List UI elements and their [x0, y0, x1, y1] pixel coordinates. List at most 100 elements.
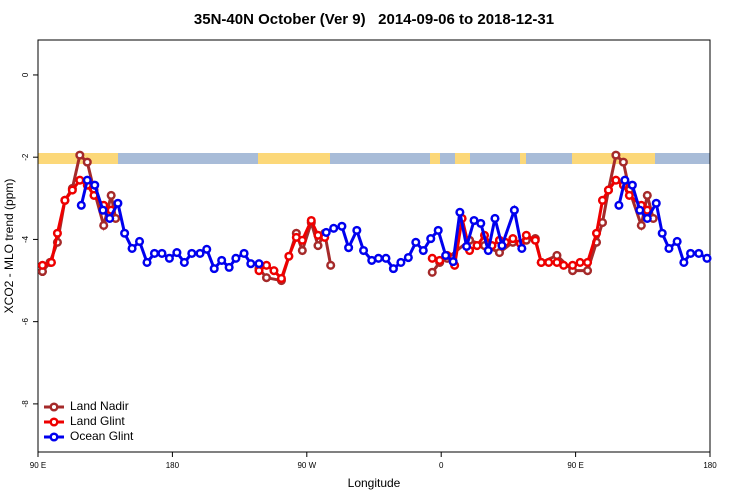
- x-tick-label: 90 E: [567, 461, 583, 470]
- point: [642, 213, 652, 224]
- point: [209, 264, 219, 274]
- point: [276, 273, 286, 284]
- point: [297, 235, 307, 245]
- point: [98, 205, 108, 215]
- y-tick-label: -6: [21, 318, 30, 326]
- point: [321, 227, 331, 237]
- point: [105, 213, 115, 224]
- point: [508, 234, 518, 244]
- point: [149, 248, 160, 258]
- chart-title: 35N-40N October (Ver 9) 2014-09-06 to 20…: [194, 11, 554, 28]
- y-tick-label: 0: [21, 72, 30, 77]
- point: [381, 253, 391, 263]
- point: [426, 234, 436, 244]
- point: [157, 248, 167, 258]
- point: [672, 236, 682, 247]
- point: [82, 157, 92, 167]
- point: [435, 255, 445, 265]
- point: [611, 175, 621, 185]
- legend-marker: [49, 417, 59, 427]
- point: [403, 252, 413, 263]
- x-tick-label: 90 W: [297, 461, 316, 470]
- point: [254, 259, 264, 269]
- point: [618, 157, 628, 167]
- point: [591, 228, 602, 238]
- point: [217, 255, 227, 265]
- point: [75, 175, 85, 185]
- point: [46, 257, 56, 267]
- point: [120, 228, 130, 238]
- point: [476, 218, 486, 228]
- point: [568, 260, 578, 270]
- point: [441, 250, 451, 261]
- point: [254, 266, 264, 276]
- point: [624, 190, 634, 200]
- point: [509, 205, 519, 215]
- point: [297, 245, 307, 256]
- point: [195, 248, 205, 258]
- point: [82, 175, 92, 185]
- point: [603, 185, 614, 195]
- point: [517, 243, 527, 254]
- point: [172, 248, 182, 258]
- x-tick-label: 180: [703, 461, 717, 470]
- y-axis-label: XCO2 - MLO trend (ppm): [2, 179, 16, 314]
- point: [679, 257, 689, 267]
- point: [142, 257, 152, 267]
- point: [636, 220, 646, 230]
- point: [521, 230, 531, 240]
- point: [187, 248, 197, 258]
- point: [358, 245, 369, 256]
- point: [313, 241, 323, 251]
- point: [497, 241, 507, 251]
- point: [433, 225, 443, 235]
- point: [329, 223, 339, 233]
- point: [306, 215, 316, 226]
- point: [52, 228, 62, 238]
- point: [75, 150, 85, 160]
- point: [239, 248, 249, 258]
- x-tick-label: 90 E: [30, 461, 46, 470]
- point: [462, 241, 472, 251]
- x-tick-label: 180: [166, 461, 180, 470]
- point: [455, 207, 465, 217]
- point: [344, 243, 354, 253]
- point: [269, 266, 279, 276]
- x-axis-label: Longitude: [348, 476, 401, 490]
- point: [490, 213, 500, 224]
- point: [664, 243, 674, 254]
- point: [99, 220, 109, 230]
- legend-label: Land Glint: [70, 414, 125, 428]
- point: [352, 225, 362, 235]
- point: [582, 266, 593, 276]
- x-tick-label: 0: [439, 461, 444, 470]
- point: [37, 260, 48, 270]
- point: [552, 250, 562, 261]
- point: [261, 273, 272, 283]
- point: [611, 150, 621, 160]
- point: [90, 180, 100, 190]
- point: [614, 200, 624, 210]
- point: [179, 257, 189, 267]
- point: [418, 245, 428, 256]
- y-tick-label: -8: [21, 400, 30, 408]
- land-ocean-band: [38, 153, 710, 164]
- point: [202, 244, 212, 254]
- point: [559, 260, 569, 270]
- legend-marker: [49, 402, 59, 412]
- legend-label: Ocean Glint: [70, 429, 134, 443]
- point: [427, 267, 437, 277]
- point: [127, 243, 137, 254]
- point: [597, 195, 608, 205]
- point: [657, 228, 667, 238]
- point: [686, 248, 696, 258]
- point: [261, 260, 272, 270]
- point: [544, 257, 554, 267]
- point: [224, 262, 234, 272]
- point: [373, 253, 384, 263]
- point: [396, 257, 406, 267]
- point: [337, 221, 347, 231]
- point: [582, 257, 593, 267]
- legend-marker: [49, 432, 59, 442]
- point: [76, 200, 86, 210]
